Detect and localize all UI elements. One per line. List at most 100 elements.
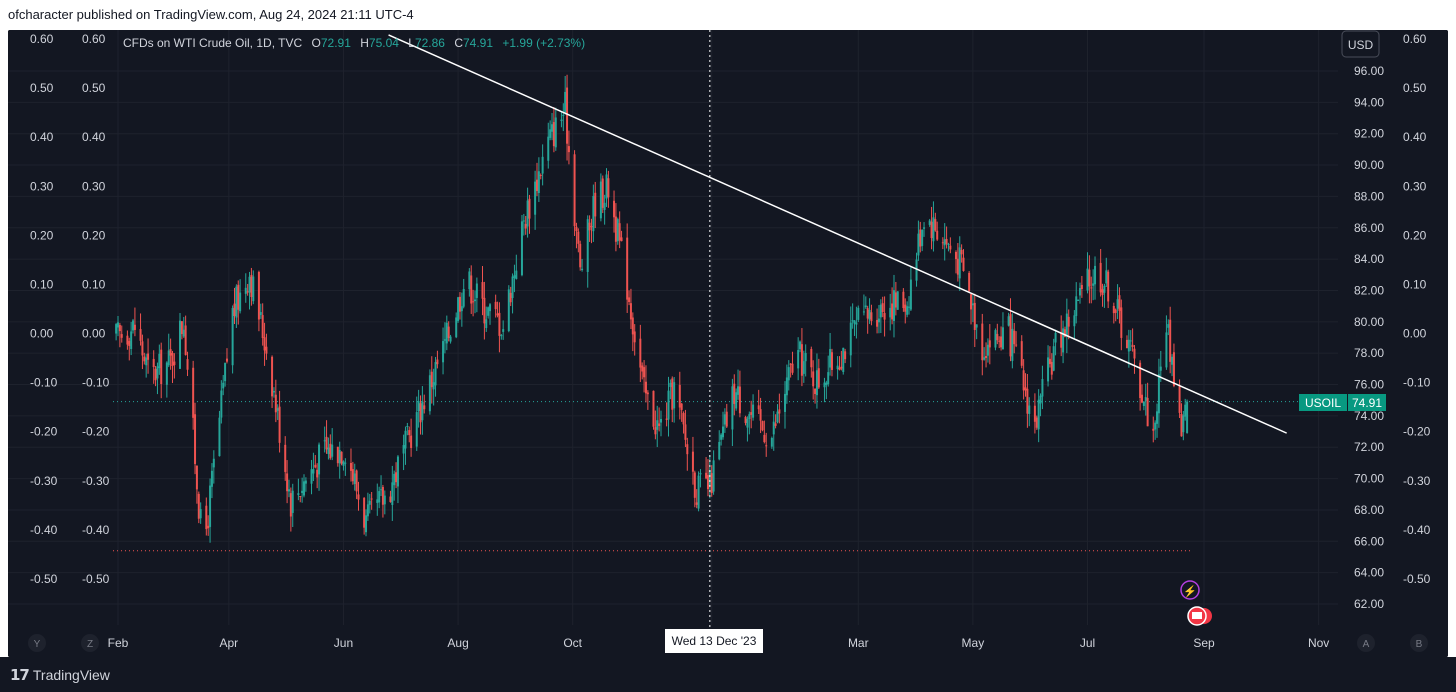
tradingview-brand: TradingView — [32, 667, 110, 683]
candle-body — [152, 358, 155, 368]
candle-body — [592, 195, 595, 232]
z-button-circle[interactable] — [81, 634, 99, 652]
right-axis-price-label: 76.00 — [1354, 378, 1384, 392]
candle-body — [656, 420, 659, 430]
candle-body — [620, 237, 623, 242]
candle-body — [840, 366, 843, 369]
candle-body — [973, 302, 976, 331]
right-price-axis[interactable]: 96.00 94.00 92.00 90.00 88.00 86.00 84.00 82.00… — [1354, 32, 1431, 611]
left-axis-label-inner: 0.40 — [82, 130, 106, 144]
event-icons[interactable]: ⚡ — [1180, 580, 1212, 626]
candle-body — [199, 509, 202, 519]
right-axis-price-label: 90.00 — [1354, 158, 1384, 172]
candle-body — [643, 367, 646, 378]
candle-body — [586, 219, 589, 272]
candle-body — [261, 315, 264, 338]
candle-body — [915, 259, 918, 281]
candle-body — [577, 231, 580, 244]
candlestick-chart[interactable]: 0.60 0.60 0.50 0.50 0.40 0.40 0.30 0.30 0.20 0.20… — [8, 30, 1448, 657]
candle-body — [423, 405, 426, 410]
candle-body — [551, 124, 554, 132]
candle-body — [271, 356, 274, 397]
candle-body — [1090, 287, 1093, 289]
right-axis-percent-label: -0.10 — [1403, 376, 1431, 390]
candle-body — [327, 447, 330, 454]
candle-body — [838, 367, 841, 370]
candle-body — [778, 409, 781, 414]
candle-body — [1073, 315, 1076, 327]
z-button[interactable]: Z — [87, 639, 93, 650]
candle-body — [1118, 295, 1121, 311]
candle-body — [336, 446, 339, 464]
y-button[interactable]: Y — [34, 639, 41, 650]
candle-body — [167, 350, 170, 366]
candle-body — [1116, 299, 1119, 309]
currency-button-label[interactable]: USD — [1348, 38, 1374, 52]
chart-pane[interactable]: 0.60 0.60 0.50 0.50 0.40 0.40 0.30 0.30 0.20 0.20… — [8, 30, 1448, 657]
left-axis-label-outer: 0.20 — [30, 228, 54, 242]
downtrend-line[interactable] — [388, 34, 1287, 434]
candle-body — [1000, 336, 1003, 348]
right-axis-price-label: 74.00 — [1354, 409, 1384, 423]
right-axis-price-label: 88.00 — [1354, 189, 1384, 203]
candle-body — [810, 349, 813, 368]
currency-button-box[interactable] — [1341, 30, 1380, 58]
currency-button[interactable]: USD — [1341, 30, 1380, 58]
candle-body — [1047, 357, 1050, 382]
candle-body — [844, 351, 847, 360]
candle-body — [853, 320, 856, 324]
candle-body — [274, 394, 277, 413]
candle-body — [316, 469, 319, 478]
candle-body — [224, 362, 227, 382]
candle-body — [641, 365, 644, 372]
candle-body — [1107, 271, 1110, 302]
candle-body — [549, 129, 552, 138]
candle-body — [757, 405, 760, 410]
candle-body — [588, 222, 591, 231]
right-axis-price-label: 80.00 — [1354, 315, 1384, 329]
price-tag: USOIL 74.91 — [1299, 394, 1386, 411]
time-axis[interactable]: FebAprJunAugOct14MarMayJulSepNov — [108, 636, 1330, 650]
candle-body — [344, 462, 347, 464]
b-button[interactable]: B — [1416, 639, 1423, 650]
left-axis-label-outer: -0.50 — [30, 572, 58, 586]
tradingview-logo[interactable]: 17 TradingView — [10, 666, 110, 684]
candle-body — [802, 361, 805, 374]
candle-body — [1129, 340, 1132, 342]
a-button[interactable]: A — [1363, 639, 1370, 650]
candle-body — [877, 318, 880, 323]
candle-body — [960, 249, 963, 255]
candle-body — [842, 347, 845, 372]
legend-l-value: 72.86 — [415, 36, 445, 50]
lightning-event-icon[interactable] — [1180, 580, 1200, 600]
candle-body — [695, 502, 698, 505]
candle-body — [252, 276, 255, 302]
candle-body — [265, 346, 268, 354]
right-axis-percent-label: -0.40 — [1403, 523, 1431, 537]
candle-body — [1167, 324, 1170, 328]
trendline-layer[interactable] — [388, 34, 1287, 434]
y-button-circle[interactable] — [28, 634, 46, 652]
a-button-circle[interactable] — [1357, 634, 1375, 652]
candle-body — [310, 469, 313, 484]
candle-body — [996, 333, 999, 341]
candle-body — [644, 381, 647, 394]
candle-body — [733, 383, 736, 404]
right-axis-percent-label: -0.20 — [1403, 425, 1431, 439]
time-axis-label: Mar — [848, 636, 869, 650]
candle-body — [393, 473, 396, 486]
candle-body — [272, 391, 275, 393]
candle-body — [287, 489, 290, 492]
candle-body — [986, 344, 989, 356]
candle-body — [436, 359, 439, 365]
candle-body — [169, 349, 172, 356]
candle-body — [998, 340, 1001, 342]
candle-body — [817, 368, 820, 388]
b-button-circle[interactable] — [1410, 634, 1428, 652]
right-axis-price-label: 86.00 — [1354, 221, 1384, 235]
corner-buttons[interactable]: Y Z A B — [28, 634, 1428, 652]
candle-body — [1154, 422, 1157, 430]
candle-body — [132, 320, 135, 331]
candle-body — [936, 230, 939, 240]
candle-body — [1133, 348, 1136, 359]
